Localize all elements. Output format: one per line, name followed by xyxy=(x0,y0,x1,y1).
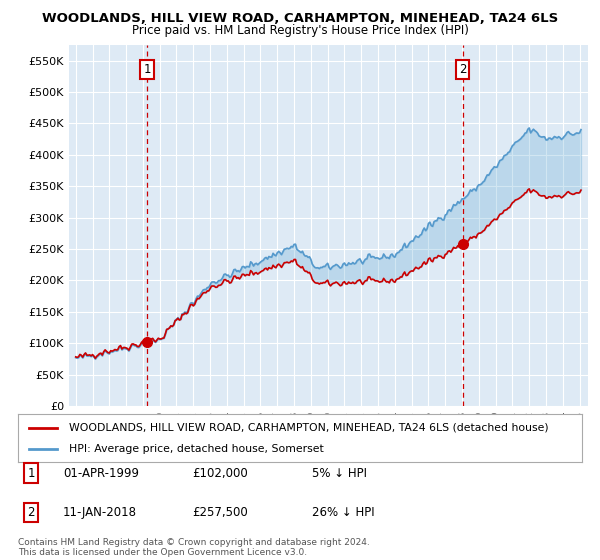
Text: 26% ↓ HPI: 26% ↓ HPI xyxy=(312,506,374,519)
Text: £257,500: £257,500 xyxy=(192,506,248,519)
Text: HPI: Average price, detached house, Somerset: HPI: Average price, detached house, Some… xyxy=(69,444,323,454)
Text: £102,000: £102,000 xyxy=(192,466,248,480)
Text: 01-APR-1999: 01-APR-1999 xyxy=(63,466,139,480)
Text: 11-JAN-2018: 11-JAN-2018 xyxy=(63,506,137,519)
Text: WOODLANDS, HILL VIEW ROAD, CARHAMPTON, MINEHEAD, TA24 6LS: WOODLANDS, HILL VIEW ROAD, CARHAMPTON, M… xyxy=(42,12,558,25)
Text: 1: 1 xyxy=(143,63,151,76)
Text: WOODLANDS, HILL VIEW ROAD, CARHAMPTON, MINEHEAD, TA24 6LS (detached house): WOODLANDS, HILL VIEW ROAD, CARHAMPTON, M… xyxy=(69,423,548,433)
Text: 2: 2 xyxy=(459,63,466,76)
Text: 1: 1 xyxy=(28,466,35,480)
Text: Price paid vs. HM Land Registry's House Price Index (HPI): Price paid vs. HM Land Registry's House … xyxy=(131,24,469,36)
Text: Contains HM Land Registry data © Crown copyright and database right 2024.
This d: Contains HM Land Registry data © Crown c… xyxy=(18,538,370,557)
Text: 5% ↓ HPI: 5% ↓ HPI xyxy=(312,466,367,480)
Text: 2: 2 xyxy=(28,506,35,519)
